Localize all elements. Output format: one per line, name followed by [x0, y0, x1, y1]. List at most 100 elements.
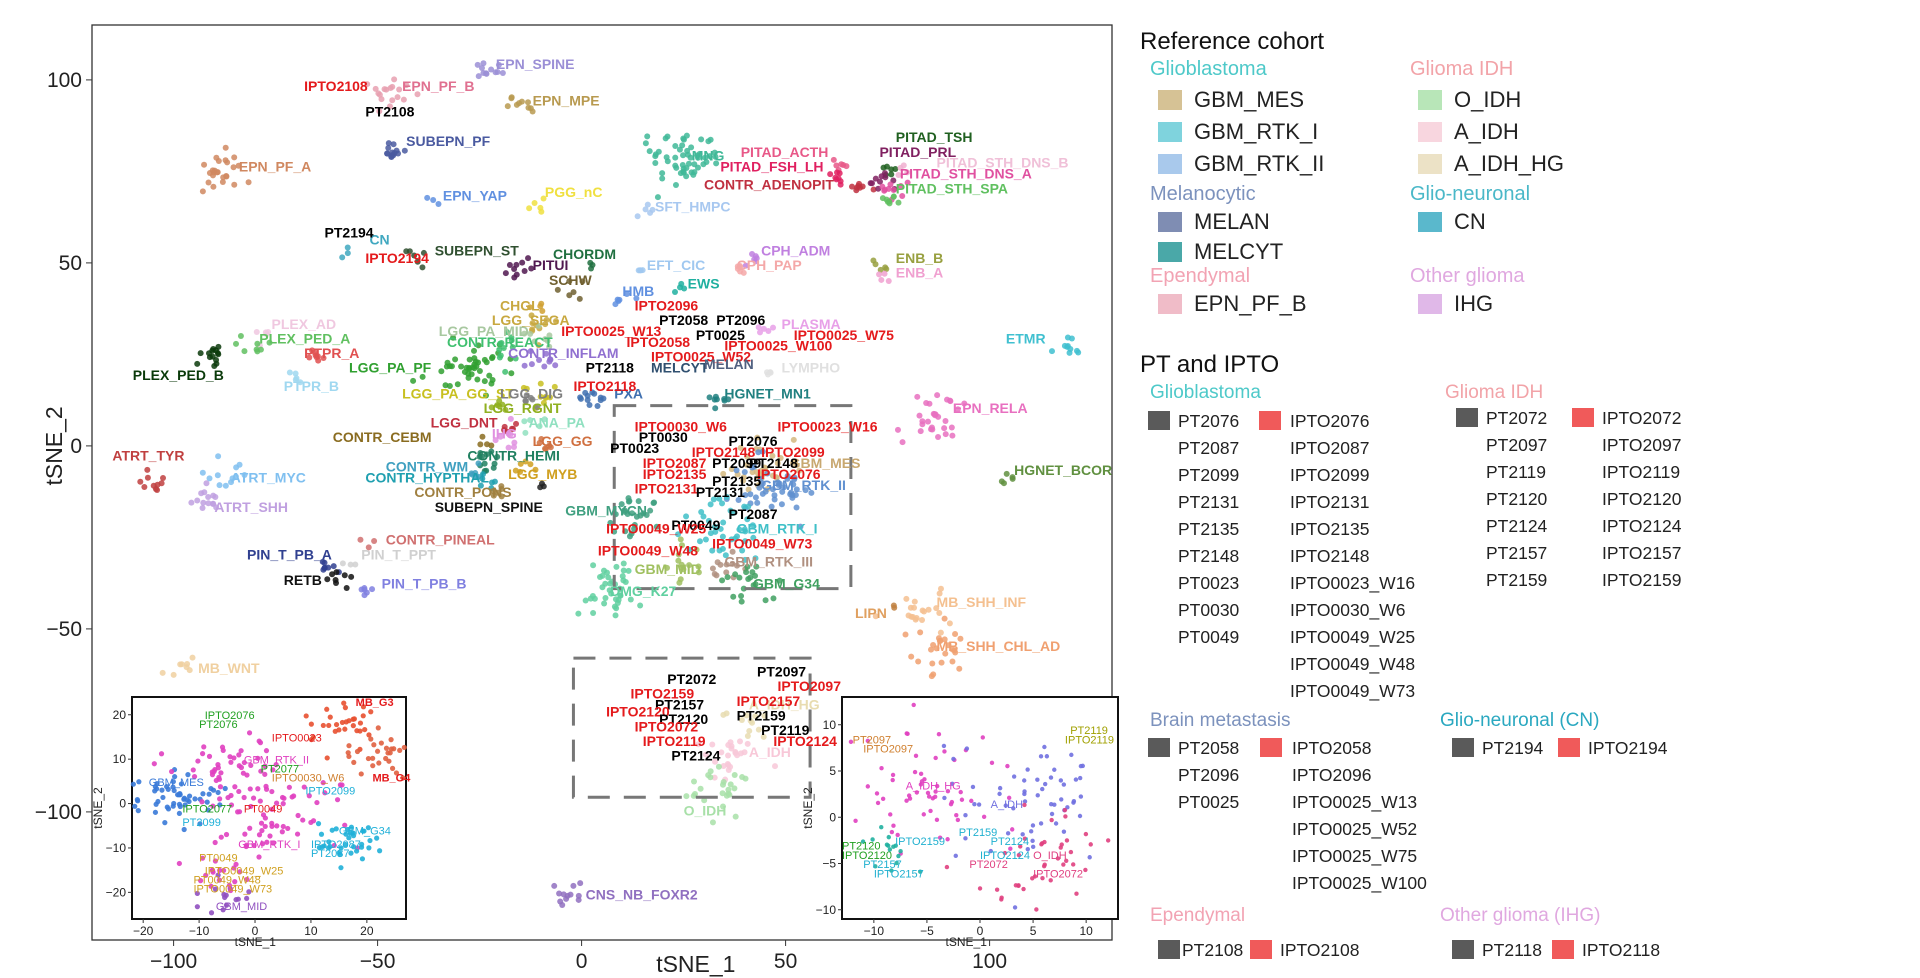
- inset-left-point: [301, 784, 307, 790]
- sample-labels: IPTO2108PT2108PT2194IPTO2194IPTO2096PT20…: [304, 78, 894, 764]
- cluster-point-gbm_rtk_ii: [735, 497, 742, 504]
- inset-left-point: [280, 801, 286, 807]
- cluster-label: GBM_MES: [790, 455, 861, 471]
- cluster-point-plex_ped_b: [194, 360, 201, 367]
- inset-right-point: [875, 800, 881, 806]
- inset-left-point: [358, 771, 364, 777]
- inset-right-point: [1005, 763, 1010, 769]
- cluster-point-epn_spine: [499, 70, 506, 77]
- cluster-point-epn_mpe: [529, 108, 536, 115]
- inset-left-point: [258, 768, 264, 774]
- inset-left-point: [285, 825, 291, 832]
- cluster-point-dmg_k27: [606, 587, 613, 594]
- inset-left-point: [170, 784, 176, 790]
- cluster-label: LGG_PA_MID: [439, 323, 529, 339]
- cluster-point-epn_pf_a: [205, 179, 212, 186]
- cluster-point-schw: [570, 289, 577, 296]
- inset-right-point: [1034, 907, 1039, 912]
- ipto-swatch: [1260, 738, 1282, 757]
- cluster-point-pgg_nc: [531, 200, 538, 207]
- inset-right-point: [1061, 782, 1067, 787]
- inset-right-label: IPTO2072: [1033, 868, 1083, 880]
- cluster-point-gbm_rtk_ii: [755, 449, 762, 456]
- cluster-label: PITUI: [533, 257, 569, 273]
- inset-left-point: [348, 850, 354, 856]
- inset-left-point: [217, 802, 223, 808]
- cluster-point-epn_pf_a: [201, 161, 208, 168]
- cluster-point-hmb: [633, 295, 640, 302]
- cluster-point-o_idh: [732, 813, 739, 820]
- inset-right-point: [1011, 806, 1016, 811]
- inset-left-point: [366, 732, 372, 738]
- cluster-point-lgg_sega: [528, 312, 535, 319]
- legend-sample-entry: PT2194: [1482, 738, 1544, 758]
- cluster-point-chgl: [539, 308, 546, 315]
- cluster-point-contr_hemi: [481, 460, 488, 467]
- inset-left-point: [223, 902, 230, 908]
- cluster-point-lgg_myb: [527, 461, 534, 468]
- inset-left-label: GBM_RTK_I: [238, 839, 300, 851]
- cluster-point-pitad_sth_dns_a: [899, 193, 906, 200]
- inset-left-point: [153, 801, 159, 807]
- inset-right-point: [918, 869, 923, 874]
- inset-right-point: [934, 783, 940, 789]
- cluster-point-lgg_pa_mid: [531, 338, 538, 345]
- cluster-label: CONTR_REACT: [447, 334, 553, 350]
- inset-left-point: [243, 843, 249, 850]
- cluster-label: CONTR_WM: [386, 459, 468, 475]
- cluster-point-gbm_mes: [773, 474, 780, 481]
- inset-left-point: [185, 772, 191, 778]
- inset-right-point: [848, 739, 854, 745]
- sample-label: IPTO2087: [643, 455, 707, 471]
- cluster-point-mng: [698, 136, 705, 143]
- cluster-point-o_idh: [683, 793, 690, 800]
- cluster-point-a_idh_hg: [746, 727, 753, 734]
- cluster-point-pxa: [584, 392, 591, 399]
- inset-left-point: [208, 785, 214, 792]
- cluster-point-pitui: [525, 255, 532, 262]
- cluster-point-lgg_dig: [534, 404, 541, 411]
- cluster-point-mb_wnt: [178, 661, 185, 668]
- cluster-point-ihg: [507, 431, 514, 438]
- inset-left-point: [164, 784, 170, 790]
- inset-left-point: [341, 700, 347, 706]
- inset-right-point: [1088, 842, 1093, 847]
- y-axis-title: tSNE_2: [41, 406, 67, 485]
- inset-left-point: [159, 787, 165, 793]
- cluster-point-o_idh: [731, 771, 738, 778]
- cluster-point-epn_rela: [942, 418, 949, 425]
- cluster-point-ptpr_b: [292, 370, 299, 377]
- zoom-box: [571, 656, 812, 799]
- legend-sample-entry: PT2131: [1178, 492, 1240, 512]
- cluster-label: HGNET_MN1: [724, 385, 811, 401]
- cluster-point-ihg: [505, 444, 512, 451]
- cluster-point-ptpr_a: [313, 354, 320, 361]
- cluster-point-contr_inflam: [543, 350, 550, 357]
- inset-right-y-title: tSNE_2: [801, 787, 815, 829]
- cluster-point-atrt_shh: [194, 497, 201, 504]
- cluster-point-mng: [663, 154, 670, 161]
- cluster-point-gbm_rtk_i: [736, 526, 743, 533]
- cluster-point-gbm_g34: [738, 598, 745, 605]
- inset-right-point: [932, 794, 938, 800]
- sample-label: IPTO2096: [635, 297, 699, 313]
- cluster-point-lgg_gg: [542, 445, 549, 452]
- inset-left-point: [250, 795, 257, 801]
- cluster-label: GBM_RTK_II: [761, 477, 846, 493]
- cluster-point-mb_shh_chl_ad: [915, 658, 922, 665]
- cluster-label: EWS: [688, 276, 720, 292]
- inset-left-point: [269, 806, 275, 812]
- inset-left-point: [241, 794, 247, 801]
- cluster-point-dmg_k27: [601, 600, 608, 607]
- inset-left-point: [228, 792, 234, 799]
- cluster-point-mng: [680, 152, 687, 159]
- cluster-point-schw: [579, 278, 586, 285]
- cluster-point-epn_pf_b: [400, 96, 407, 103]
- sample-label: PT2118: [586, 360, 634, 376]
- sample-label: IPTO2159: [631, 685, 695, 701]
- cluster-point-hmb: [616, 296, 623, 303]
- cluster-point-gbm_rtk_ii: [747, 491, 754, 498]
- inset-left-point: [135, 798, 141, 804]
- cluster-label: EPN_RELA: [953, 400, 1028, 416]
- cluster-label: EPN_YAP: [443, 188, 507, 204]
